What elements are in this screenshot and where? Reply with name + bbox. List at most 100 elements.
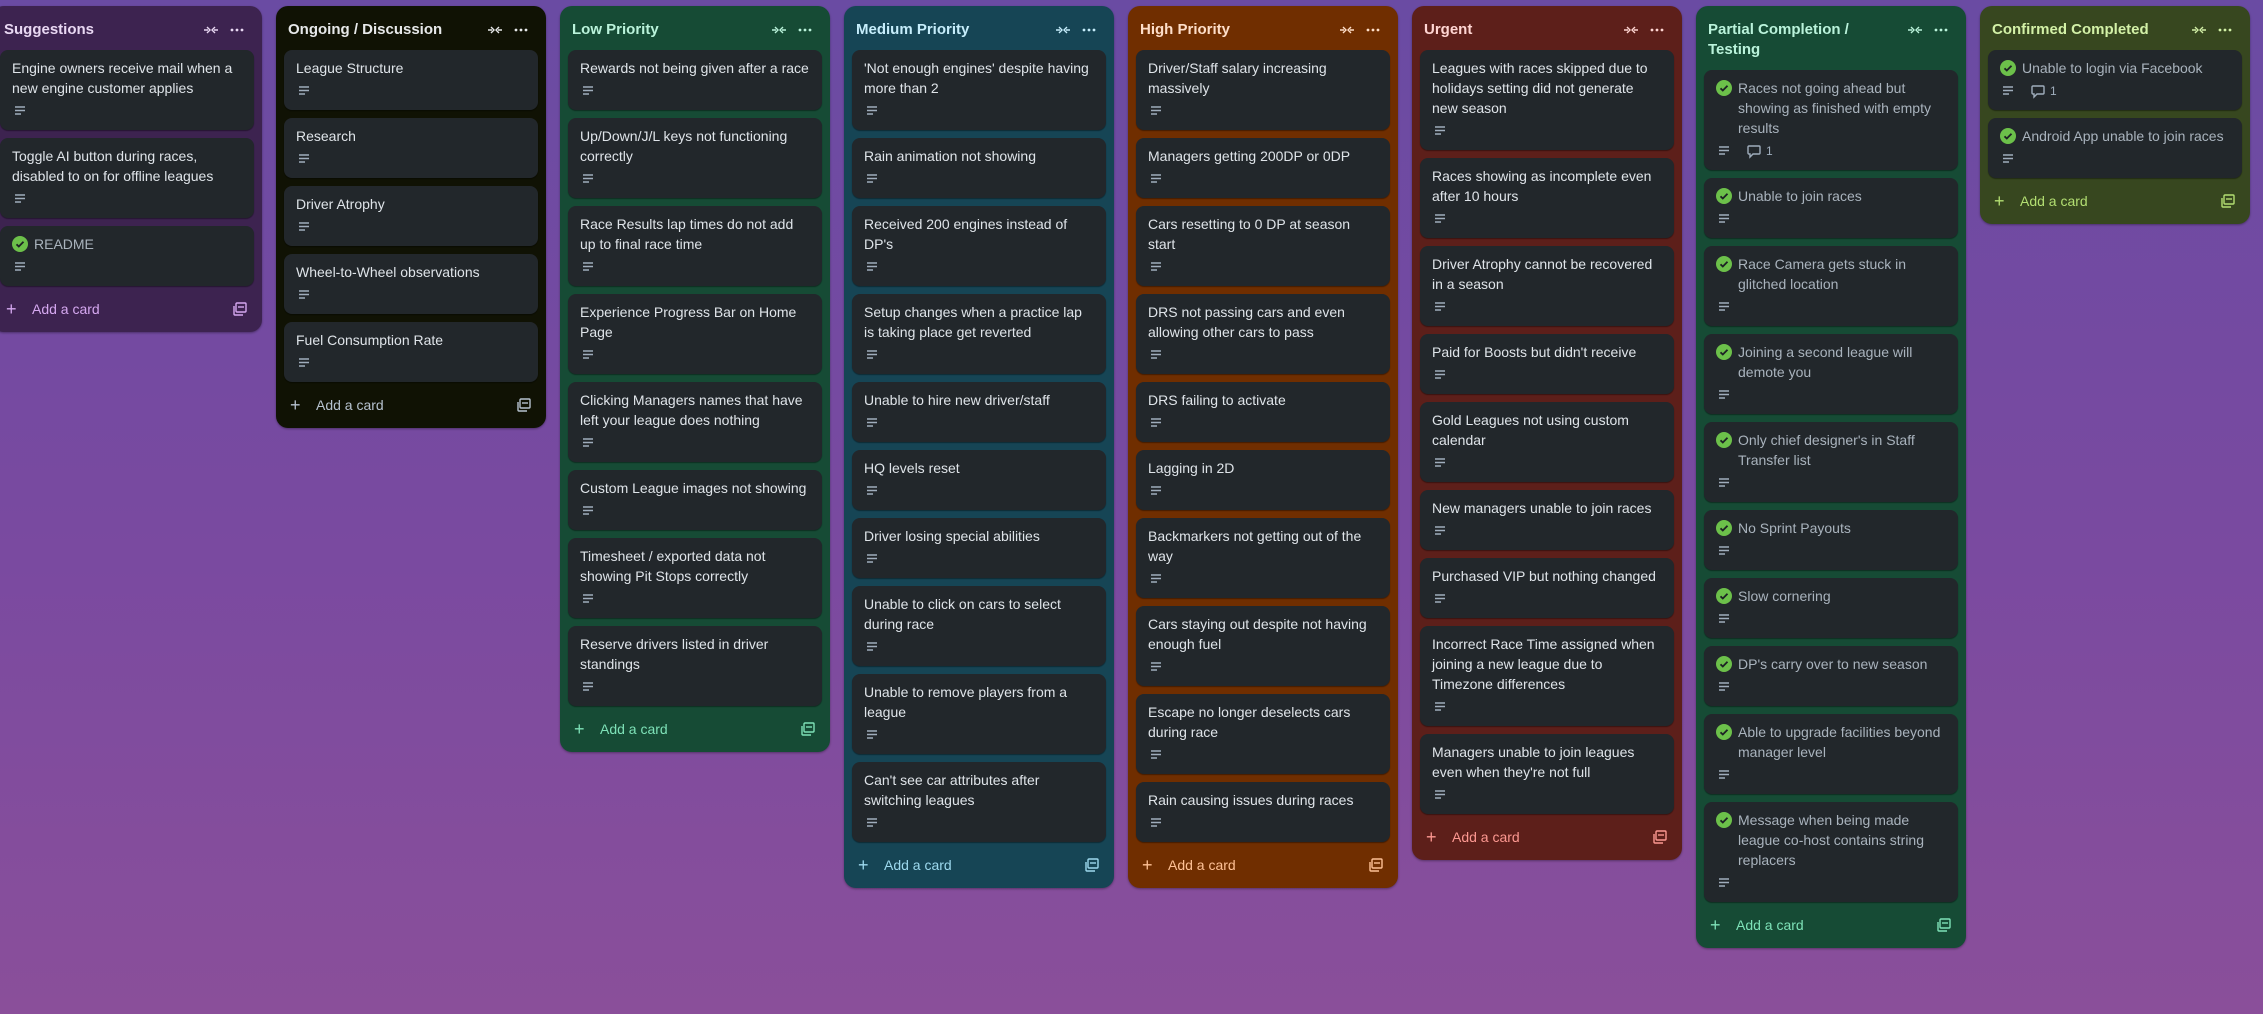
card[interactable]: Reserve drivers listed in driver standin…: [568, 626, 822, 706]
card[interactable]: Driver/Staff salary increasing massively: [1136, 50, 1390, 130]
collapse-icon[interactable]: [1050, 20, 1076, 40]
card[interactable]: README: [0, 226, 254, 286]
template-icon[interactable]: [516, 397, 532, 413]
check-circle-icon[interactable]: [1716, 654, 1732, 672]
card[interactable]: Driver Atrophy: [284, 186, 538, 246]
more-icon[interactable]: [1076, 20, 1102, 40]
add-card-button[interactable]: + Add a card: [1136, 842, 1390, 878]
template-icon[interactable]: [1368, 857, 1384, 873]
card[interactable]: Driver losing special abilities: [852, 518, 1106, 578]
card[interactable]: Rain animation not showing: [852, 138, 1106, 198]
template-icon[interactable]: [2220, 193, 2236, 209]
check-circle-icon[interactable]: [2000, 58, 2016, 76]
check-circle-icon[interactable]: [1716, 430, 1732, 448]
card[interactable]: Setup changes when a practice lap is tak…: [852, 294, 1106, 374]
template-icon[interactable]: [1936, 917, 1952, 933]
more-icon[interactable]: [508, 20, 534, 40]
check-circle-icon[interactable]: [1716, 78, 1732, 96]
add-card-button[interactable]: + Add a card: [1988, 178, 2242, 214]
more-icon[interactable]: [1928, 20, 1954, 40]
card[interactable]: Leagues with races skipped due to holida…: [1420, 50, 1674, 150]
card[interactable]: Managers getting 200DP or 0DP: [1136, 138, 1390, 198]
card[interactable]: Research: [284, 118, 538, 178]
card[interactable]: Race Camera gets stuck in glitched locat…: [1704, 246, 1958, 326]
card[interactable]: New managers unable to join races: [1420, 490, 1674, 550]
collapse-icon[interactable]: [1902, 20, 1928, 40]
list-title[interactable]: Urgent: [1424, 21, 1473, 38]
list-title[interactable]: High Priority: [1140, 21, 1231, 38]
card[interactable]: Timesheet / exported data not showing Pi…: [568, 538, 822, 618]
card[interactable]: Toggle AI button during races, disabled …: [0, 138, 254, 218]
collapse-icon[interactable]: [1618, 20, 1644, 40]
list-title[interactable]: Medium Priority: [856, 21, 970, 38]
card[interactable]: Unable to remove players from a league: [852, 674, 1106, 754]
check-circle-icon[interactable]: [2000, 126, 2016, 144]
card[interactable]: Slow cornering: [1704, 578, 1958, 638]
collapse-icon[interactable]: [766, 20, 792, 40]
card[interactable]: HQ levels reset: [852, 450, 1106, 510]
list-title[interactable]: Suggestions: [4, 21, 95, 38]
card[interactable]: Android App unable to join races: [1988, 118, 2242, 178]
collapse-icon[interactable]: [198, 20, 224, 40]
template-icon[interactable]: [232, 301, 248, 317]
template-icon[interactable]: [1084, 857, 1100, 873]
more-icon[interactable]: [224, 20, 250, 40]
card[interactable]: No Sprint Payouts: [1704, 510, 1958, 570]
card[interactable]: Race Results lap times do not add up to …: [568, 206, 822, 286]
collapse-icon[interactable]: [482, 20, 508, 40]
card[interactable]: DRS not passing cars and even allowing o…: [1136, 294, 1390, 374]
card[interactable]: Custom League images not showing: [568, 470, 822, 530]
card[interactable]: Races showing as incomplete even after 1…: [1420, 158, 1674, 238]
more-icon[interactable]: [1360, 20, 1386, 40]
card[interactable]: Experience Progress Bar on Home Page: [568, 294, 822, 374]
card[interactable]: Cars staying out despite not having enou…: [1136, 606, 1390, 686]
collapse-icon[interactable]: [1334, 20, 1360, 40]
card[interactable]: Paid for Boosts but didn't receive: [1420, 334, 1674, 394]
card[interactable]: 'Not enough engines' despite having more…: [852, 50, 1106, 130]
card[interactable]: Able to upgrade facilities beyond manage…: [1704, 714, 1958, 794]
card[interactable]: Unable to hire new driver/staff: [852, 382, 1106, 442]
card[interactable]: Joining a second league will demote you: [1704, 334, 1958, 414]
card[interactable]: Only chief designer's in Staff Transfer …: [1704, 422, 1958, 502]
card[interactable]: Races not going ahead but showing as fin…: [1704, 70, 1958, 170]
card[interactable]: Incorrect Race Time assigned when joinin…: [1420, 626, 1674, 726]
card[interactable]: Up/Down/J/L keys not functioning correct…: [568, 118, 822, 198]
card[interactable]: Escape no longer deselects cars during r…: [1136, 694, 1390, 774]
add-card-button[interactable]: + Add a card: [0, 286, 254, 322]
card[interactable]: Managers unable to join leagues even whe…: [1420, 734, 1674, 814]
check-circle-icon[interactable]: [1716, 342, 1732, 360]
card[interactable]: Cars resetting to 0 DP at season start: [1136, 206, 1390, 286]
check-circle-icon[interactable]: [1716, 518, 1732, 536]
list-title[interactable]: Ongoing / Discussion: [288, 21, 443, 38]
card[interactable]: Clicking Managers names that have left y…: [568, 382, 822, 462]
card[interactable]: Gold Leagues not using custom calendar: [1420, 402, 1674, 482]
card[interactable]: Unable to login via Facebook 1: [1988, 50, 2242, 110]
card[interactable]: Backmarkers not getting out of the way: [1136, 518, 1390, 598]
list-title[interactable]: Partial Completion / Testing: [1708, 21, 1849, 58]
check-circle-icon[interactable]: [1716, 254, 1732, 272]
card[interactable]: Engine owners receive mail when a new en…: [0, 50, 254, 130]
card[interactable]: Message when being made league co-host c…: [1704, 802, 1958, 902]
card[interactable]: DP's carry over to new season: [1704, 646, 1958, 706]
card[interactable]: Fuel Consumption Rate: [284, 322, 538, 382]
add-card-button[interactable]: + Add a card: [1704, 902, 1958, 938]
card[interactable]: Purchased VIP but nothing changed: [1420, 558, 1674, 618]
check-circle-icon[interactable]: [1716, 722, 1732, 740]
more-icon[interactable]: [1644, 20, 1670, 40]
add-card-button[interactable]: + Add a card: [852, 842, 1106, 878]
add-card-button[interactable]: + Add a card: [284, 382, 538, 418]
card[interactable]: Driver Atrophy cannot be recovered in a …: [1420, 246, 1674, 326]
card[interactable]: Rain causing issues during races: [1136, 782, 1390, 842]
template-icon[interactable]: [800, 721, 816, 737]
list-title[interactable]: Low Priority: [572, 21, 659, 38]
collapse-icon[interactable]: [2186, 20, 2212, 40]
more-icon[interactable]: [792, 20, 818, 40]
card[interactable]: League Structure: [284, 50, 538, 110]
card[interactable]: DRS failing to activate: [1136, 382, 1390, 442]
list-title[interactable]: Confirmed Completed: [1992, 21, 2149, 38]
add-card-button[interactable]: + Add a card: [1420, 814, 1674, 850]
card[interactable]: Can't see car attributes after switching…: [852, 762, 1106, 842]
check-circle-icon[interactable]: [1716, 810, 1732, 828]
card[interactable]: Unable to click on cars to select during…: [852, 586, 1106, 666]
card[interactable]: Lagging in 2D: [1136, 450, 1390, 510]
